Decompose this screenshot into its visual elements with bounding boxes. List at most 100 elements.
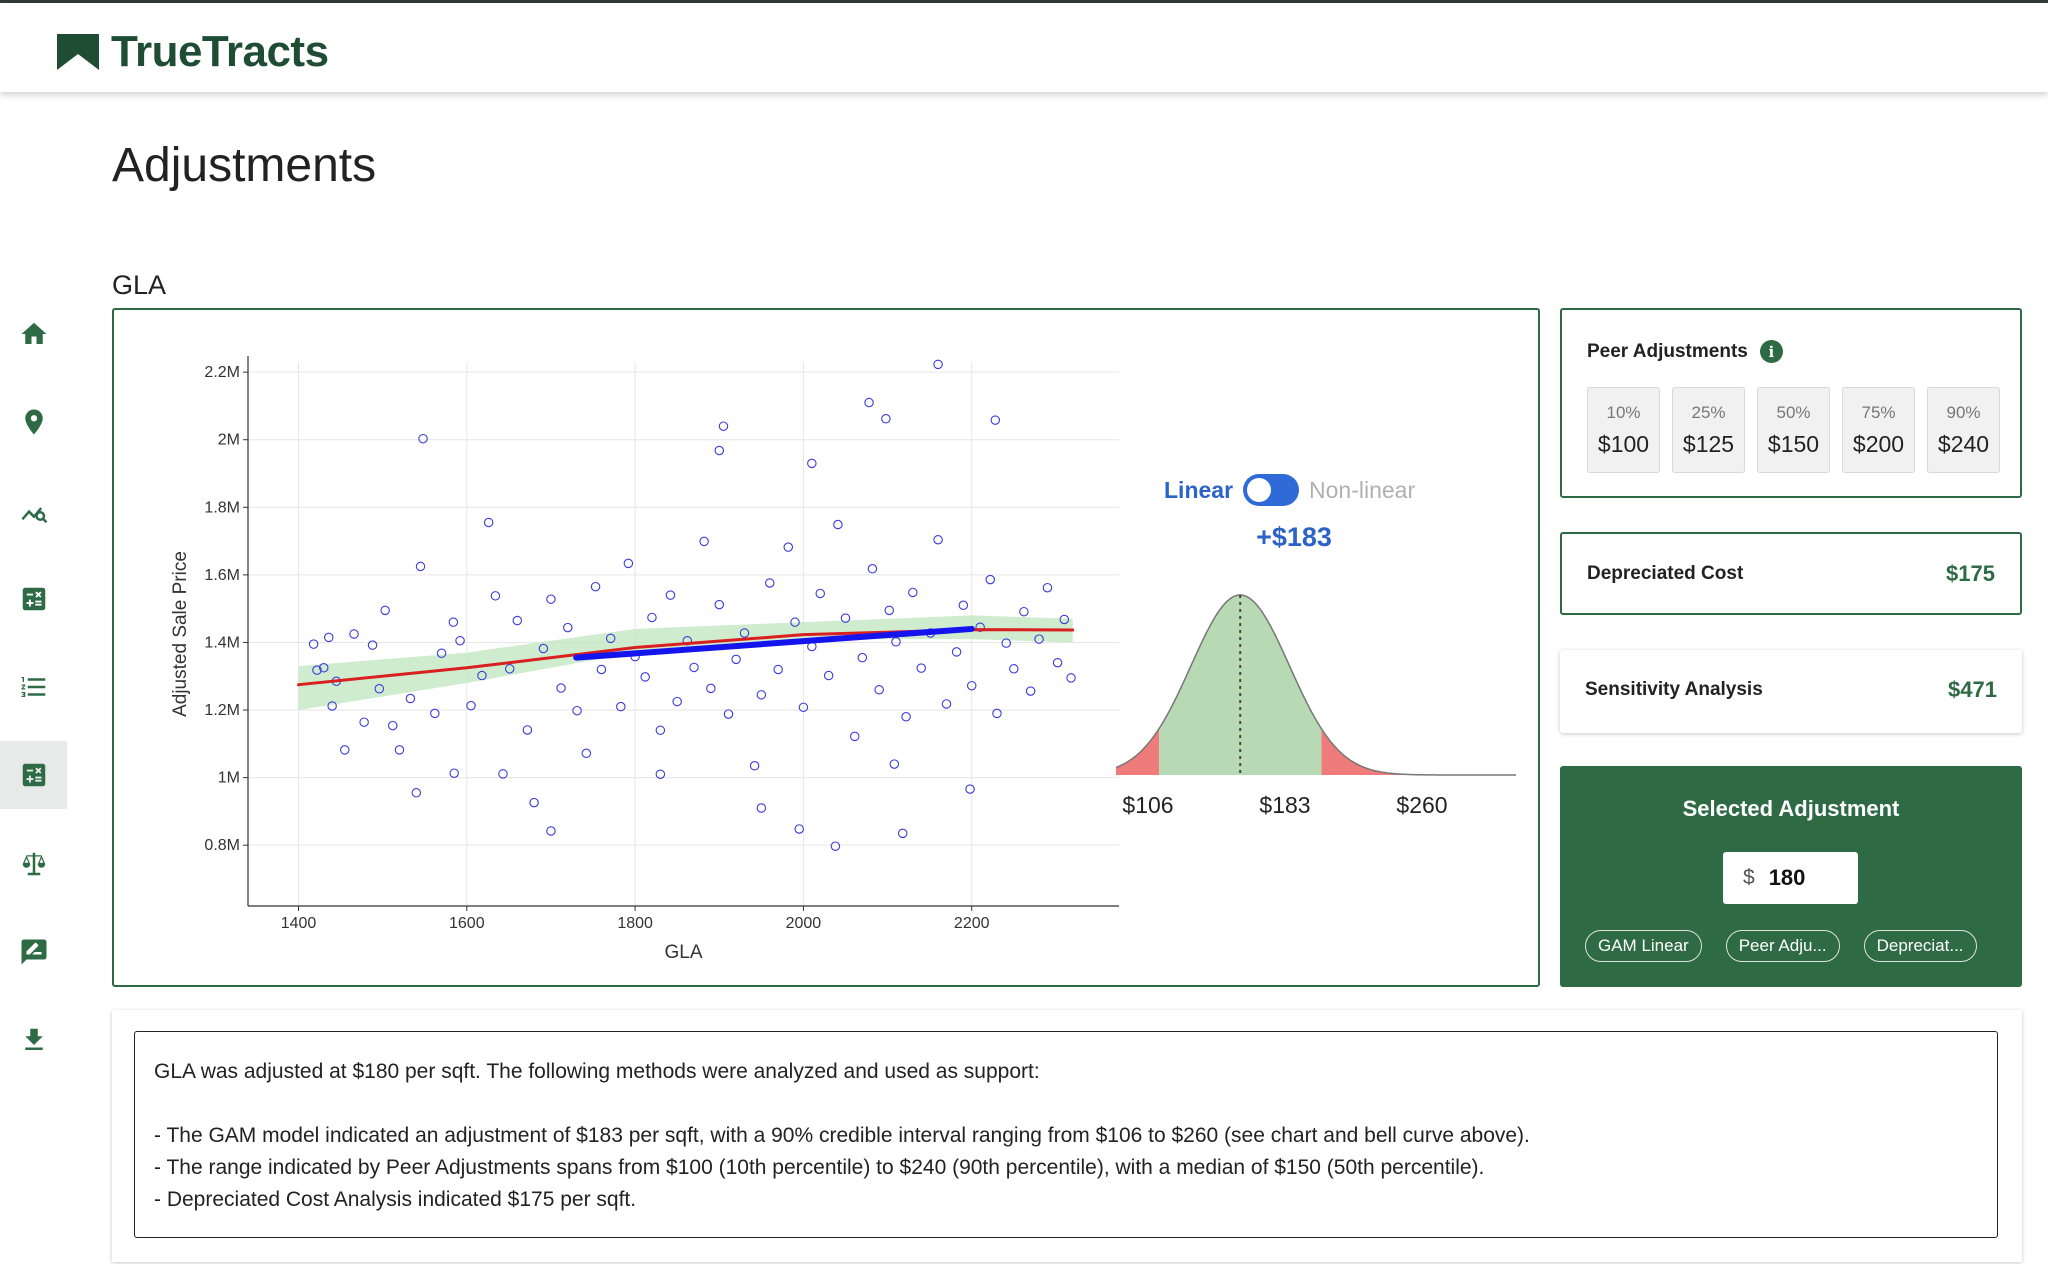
sidebar-item-adjustments[interactable] xyxy=(0,741,67,809)
scatter-point xyxy=(833,519,843,530)
scatter-point xyxy=(714,599,725,610)
toggle-linear-label[interactable]: Linear xyxy=(1164,476,1234,503)
sensitivity-analysis-card[interactable]: Sensitivity Analysis $471 xyxy=(1560,650,2022,733)
scatter-point xyxy=(490,591,501,601)
scatter-point xyxy=(830,841,841,851)
scatter-point xyxy=(1066,673,1076,683)
percentile-value: $100 xyxy=(1597,430,1650,457)
scatter-point xyxy=(749,761,760,771)
sensitivity-analysis-value: $471 xyxy=(1948,677,1997,702)
peer-adjustments-card: Peer Adjustments i 10% $100 25% $125 50% $1… xyxy=(1560,308,2022,498)
logo[interactable]: TrueTracts xyxy=(57,27,329,77)
gla-scatter-chart[interactable]: 1400 1600 1800 2000 2200 0.8M 1M 1.2M 1.4M 1.6M 1.… xyxy=(114,310,1540,987)
scatter-point xyxy=(327,701,337,711)
scatter-point xyxy=(901,712,911,722)
x-tick-label: 1600 xyxy=(449,915,485,932)
top-accent-line xyxy=(0,0,2048,3)
scatter-point xyxy=(367,640,378,650)
method-chips: GAM Linear Peer Adju... Depreciat... xyxy=(1585,930,1977,962)
scatter-point xyxy=(405,693,416,704)
chip-depreciated-cost[interactable]: Depreciat... xyxy=(1863,930,1977,962)
scatter-point xyxy=(340,745,350,755)
y-tick-label: 0.8M xyxy=(204,837,240,854)
location-pin-icon xyxy=(24,409,43,435)
linear-fit-line xyxy=(573,625,975,661)
bell-left-tail xyxy=(1116,728,1160,775)
scatter-point xyxy=(783,542,794,552)
scatter-point xyxy=(563,622,573,633)
peer-title-text: Peer Adjustments xyxy=(1587,340,1748,362)
info-icon[interactable]: i xyxy=(1759,340,1783,363)
scatter-point xyxy=(308,639,319,649)
scatter-point xyxy=(840,613,851,623)
scatter-point xyxy=(477,670,487,681)
scatter-point xyxy=(324,632,334,643)
summary-textarea[interactable]: GLA was adjusted at $180 per sqft. The f… xyxy=(134,1031,1998,1238)
sidebar-item-list[interactable] xyxy=(0,653,67,721)
x-tick-label: 2000 xyxy=(786,915,822,932)
y-tick-label: 1.6M xyxy=(204,567,240,584)
linear-toggle-switch[interactable] xyxy=(1243,474,1300,506)
percentile-50[interactable]: 50% $150 xyxy=(1757,387,1830,473)
toggle-knob xyxy=(1247,478,1272,502)
scatter-point xyxy=(933,359,943,370)
sidebar-item-sign[interactable] xyxy=(0,918,67,986)
sidebar-item-reconciliation[interactable] xyxy=(0,830,67,898)
y-tick-label: 2M xyxy=(218,432,240,449)
bell-center-label: $183 xyxy=(1259,792,1311,818)
sidebar-item-home[interactable] xyxy=(0,300,67,368)
summary-bullet-peer: - The range indicated by Peer Adjustment… xyxy=(154,1156,1485,1179)
confidence-band xyxy=(298,615,1073,711)
sidebar-item-analytics[interactable] xyxy=(0,477,67,545)
page-title: Adjustments xyxy=(112,139,377,192)
scatter-point xyxy=(798,702,809,713)
model-toggle: Linear Non-linear xyxy=(1164,474,1415,506)
selected-adjustment-title: Selected Adjustment xyxy=(1682,796,1900,821)
summary-intro: GLA was adjusted at $180 per sqft. The f… xyxy=(154,1060,1040,1083)
scatter-point xyxy=(448,617,459,627)
signature-icon xyxy=(21,939,46,965)
percentile-label: 50% xyxy=(1776,402,1811,422)
scatter-point xyxy=(655,769,666,779)
scatter-point xyxy=(581,748,592,759)
chip-gam-linear[interactable]: GAM Linear xyxy=(1585,930,1702,962)
percentile-10[interactable]: 10% $100 xyxy=(1587,387,1660,473)
selected-adjustment-card: Selected Adjustment $ 180 GAM Linear Pee… xyxy=(1560,766,2022,987)
bell-right-tail xyxy=(1321,728,1516,775)
scatter-point xyxy=(1019,606,1029,617)
scatter-point xyxy=(556,683,566,693)
scatter-point xyxy=(498,769,508,779)
selected-adjustment-input[interactable]: $ 180 xyxy=(1723,852,1858,904)
toggle-nonlinear-label[interactable]: Non-linear xyxy=(1309,476,1416,503)
chart-search-icon xyxy=(21,507,47,524)
scatter-point xyxy=(504,664,515,674)
scatter-point xyxy=(941,699,952,709)
y-tick-label: 1.2M xyxy=(204,702,240,719)
scatter-point xyxy=(790,617,800,627)
scatter-point xyxy=(394,745,405,755)
percentile-25[interactable]: 25% $125 xyxy=(1672,387,1745,473)
scatter-point xyxy=(605,633,616,644)
selected-adjustment-value[interactable]: 180 xyxy=(1768,865,1806,890)
percentile-75[interactable]: 75% $200 xyxy=(1842,387,1915,473)
x-axis-label: GLA xyxy=(664,942,702,963)
depreciated-cost-card[interactable]: Depreciated Cost $175 xyxy=(1560,532,2022,615)
scatter-point xyxy=(739,628,750,638)
sensitivity-analysis-label: Sensitivity Analysis xyxy=(1585,679,1763,700)
sidebar-item-calculator[interactable] xyxy=(0,565,67,633)
bell-low-label: $106 xyxy=(1122,792,1174,818)
sidebar-item-download[interactable] xyxy=(0,1006,67,1074)
scatter-point xyxy=(483,517,494,528)
scatter-point xyxy=(891,637,901,647)
sidebar-item-location[interactable] xyxy=(0,388,67,456)
chip-peer-adjustments[interactable]: Peer Adju... xyxy=(1725,930,1840,962)
percentile-row: 10% $100 25% $125 50% $150 75% $200 90% $240 xyxy=(1587,387,2000,473)
y-tick-label: 2.2M xyxy=(204,364,240,381)
bell-curve xyxy=(1116,594,1516,776)
scatter-point xyxy=(756,803,767,813)
scatter-point xyxy=(640,672,650,682)
scatter-point xyxy=(933,534,943,545)
scatter-point xyxy=(436,648,447,659)
percentile-90[interactable]: 90% $240 xyxy=(1927,387,2000,473)
scatter-point xyxy=(706,683,716,694)
